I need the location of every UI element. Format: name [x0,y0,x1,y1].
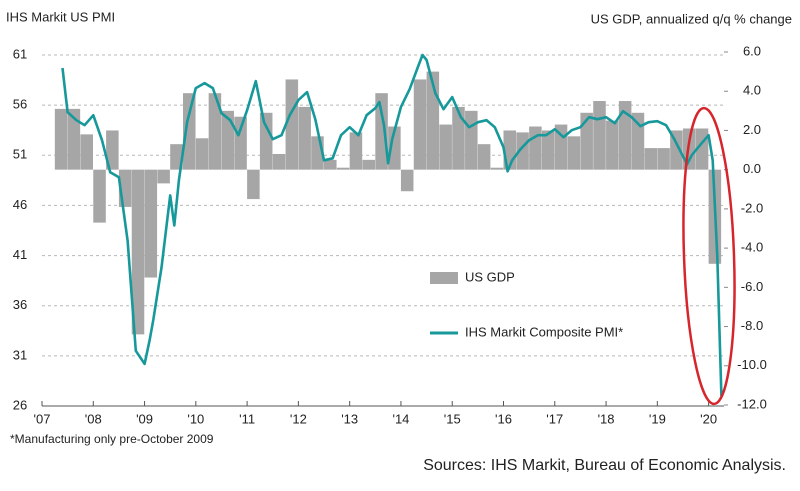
bar [93,169,106,223]
y2-tick-label: 2.0 [743,122,761,137]
bar [567,136,581,170]
x-tick-label: '16 [495,411,512,426]
bar [388,126,401,170]
x-tick-label: '11 [239,411,255,426]
x-tick-label: '12 [290,411,307,426]
y2-tick-label: 0.0 [743,161,761,176]
highlight-ellipse [682,106,736,406]
y-tick-label: 51 [13,147,27,162]
bar [285,79,299,170]
legend-swatch [430,272,458,284]
bar [259,112,273,170]
bar [183,93,196,170]
bar-series [54,71,722,335]
bar [170,144,183,170]
bar [593,101,606,170]
bar [54,108,68,170]
y-tick-label: 56 [13,97,27,112]
y-tick-label: 41 [13,247,27,262]
bar [195,138,209,170]
bar [606,120,619,170]
bar [631,112,645,170]
bar [234,116,247,170]
x-tick-label: '17 [546,411,563,426]
bar [413,79,427,170]
y-tick-label: 61 [13,46,27,61]
bar [452,106,465,170]
bar [157,169,170,184]
bar [465,110,478,170]
y2-tick-label: -4.0 [741,240,763,255]
bar [298,106,311,170]
y-tick-label: 46 [13,197,27,212]
y2-tick-label: -2.0 [741,200,763,215]
bar [324,159,337,170]
bar [670,130,683,170]
y2-tick-label: -10.0 [737,357,767,372]
bar [208,93,222,170]
bar [336,167,350,170]
bar [490,167,504,170]
bar [644,148,658,170]
x-tick-label: '18 [598,411,615,426]
plot-area: 26 31 36 41 46 51 56 61 6.0 4.0 2.0 0.0 -2.0 -4.0 -6.0… [13,43,767,426]
bar [580,112,593,170]
bar [529,126,542,170]
bar [618,101,632,170]
footnote: *Manufacturing only pre-October 2009 [10,432,214,446]
x-tick-label: '14 [392,411,409,426]
y-tick-label: 26 [13,397,27,412]
x-tick-label: '13 [341,411,358,426]
bar [221,110,234,170]
bar [439,124,452,170]
y2-tick-label: -12.0 [737,396,767,411]
bar [657,148,670,170]
x-tick-label: '08 [85,411,102,426]
y-tick-label: 36 [13,297,27,312]
x-tick-label: '20 [700,411,717,426]
x-tick-label: '10 [187,411,204,426]
bar [131,169,145,335]
y2-tick-label: -8.0 [741,318,763,333]
legend-label: US GDP [465,269,515,284]
bar [349,132,363,170]
bar [541,130,555,170]
y2-tick-label: -6.0 [741,279,763,294]
bar [400,169,414,192]
y2-tick-label: 6.0 [743,43,761,58]
y2-tick-label: 4.0 [743,83,761,98]
bar [516,132,529,170]
y-tick-label: 31 [13,347,27,362]
x-tick-label: '19 [649,411,666,426]
x-tick-label: '07 [34,411,51,426]
bar [106,130,119,170]
y2-axis-title: US GDP, annualized q/q % change [591,11,792,26]
chart-title: IHS Markit US PMI [6,9,115,24]
bar [67,108,81,170]
bar [477,144,491,170]
bar [247,169,260,200]
bar [272,153,286,170]
source: Sources: IHS Markit, Bureau of Economic … [423,457,786,474]
legend-label: IHS Markit Composite PMI* [465,324,623,339]
bar [80,134,93,170]
line [61,53,723,397]
bar [362,159,376,170]
x-tick-label: '09 [136,411,153,426]
bar [144,169,158,278]
x-tick-label: '15 [444,411,461,426]
bar [375,93,388,170]
